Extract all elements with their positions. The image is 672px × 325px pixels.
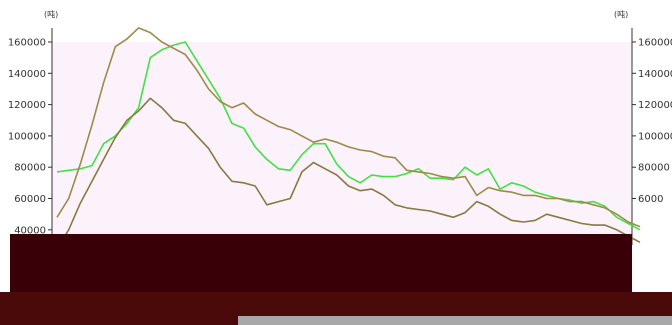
right-tick-label: 80000 [638,163,670,174]
left-tick-label: 140000 [8,69,46,80]
left-axis-ticks: 40000 60000 80000 100000 120000 140000 160000 [8,38,52,236]
left-tick-label: 120000 [8,100,46,111]
series-line-3 [56,97,641,250]
right-tick-label: 120000 [638,100,672,111]
right-tick-label: 6000 [638,194,663,205]
series-line-2 [56,27,641,228]
left-tick-label: 160000 [8,38,46,49]
dark-overlay-band-top [10,234,632,292]
series-lines [56,27,641,250]
right-axis-ticks: 6000 80000 100000 120000 140000 160000 [632,38,672,205]
grey-footer-strip [238,316,672,325]
left-tick-label: 100000 [8,131,46,142]
right-tick-label: 160000 [638,38,672,49]
right-axis-unit-label: (吨) [614,9,628,19]
left-tick-label: 60000 [14,194,46,205]
left-axis-unit-label: (吨) [44,9,58,19]
right-tick-label: 100000 [638,131,672,142]
left-tick-label: 80000 [14,163,46,174]
series-line-1 [56,41,641,231]
plot-background [52,42,632,242]
right-tick-label: 140000 [638,69,672,80]
left-tick-label: 40000 [14,225,46,236]
